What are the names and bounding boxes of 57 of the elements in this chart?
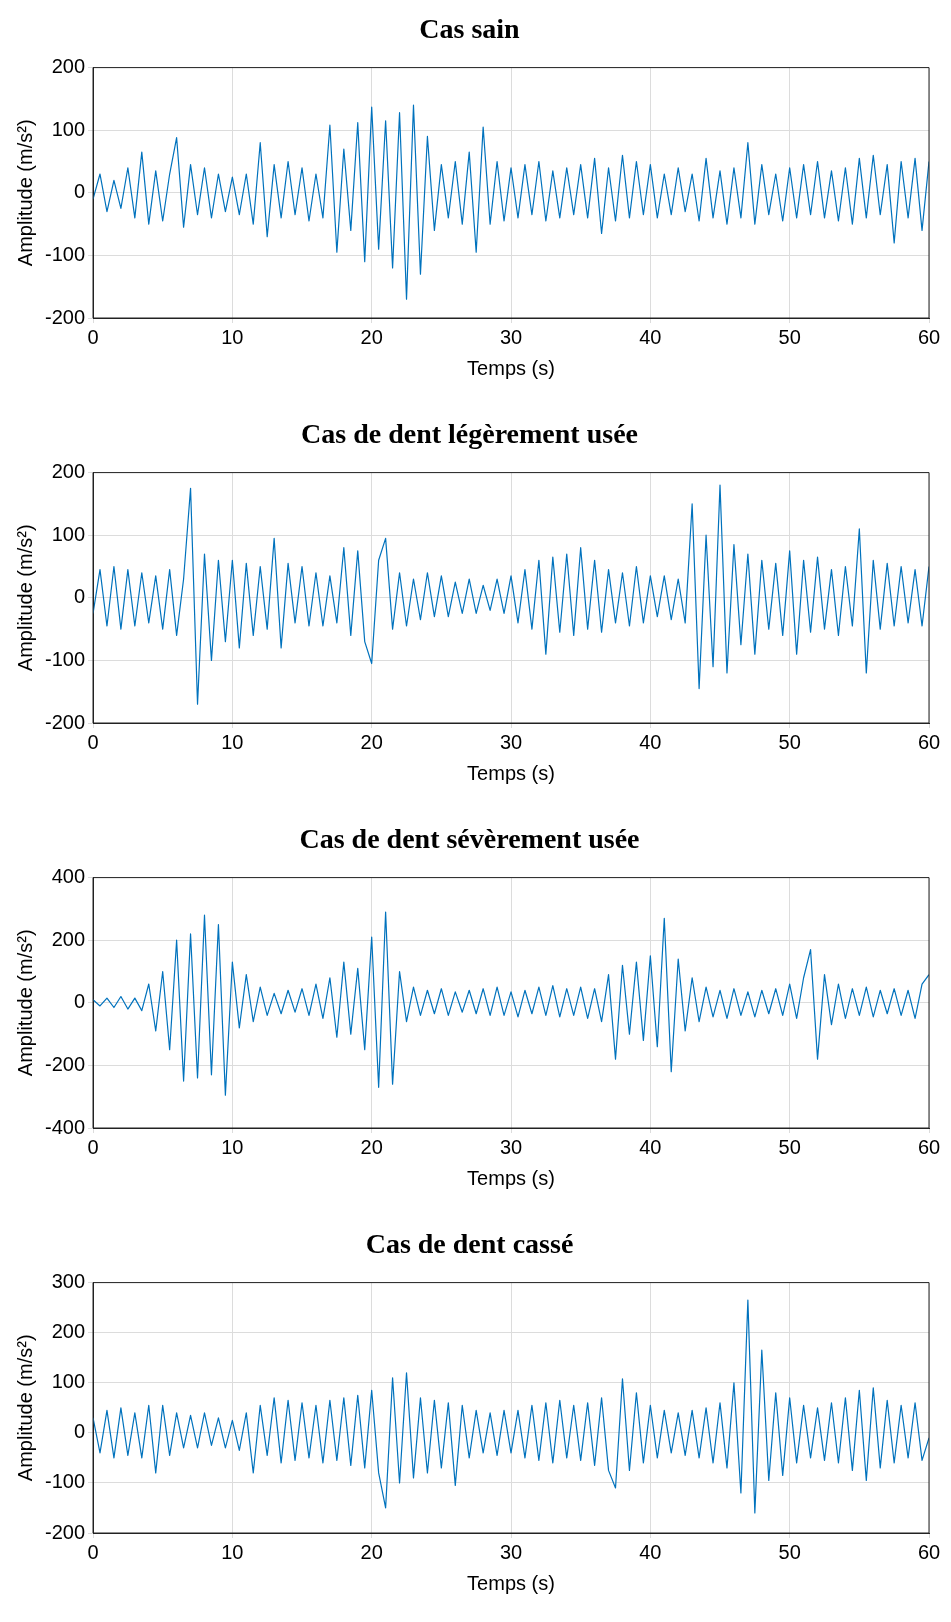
y-tick-label: 400	[51, 865, 86, 888]
y-tick-label: 0	[73, 990, 86, 1013]
y-tick-label: -100	[45, 1470, 86, 1493]
x-tick-label: 10	[221, 730, 244, 753]
y-tick-label: 200	[51, 927, 86, 950]
x-tick-label: 20	[360, 325, 383, 348]
x-tick-label: 40	[639, 1540, 662, 1563]
y-tick-label: 0	[73, 180, 86, 203]
x-tick-label: 50	[778, 325, 801, 348]
x-tick-label: 60	[917, 325, 941, 348]
y-tick-label: 100	[51, 522, 86, 545]
x-tick-label: 20	[360, 1540, 383, 1563]
y-tick-label: -200	[45, 305, 86, 328]
x-tick-label: 10	[221, 325, 244, 348]
y-tick-label: -400	[45, 1115, 86, 1138]
x-tick-label: 50	[778, 1135, 801, 1158]
chart-title: Cas sain	[419, 13, 521, 45]
x-tick-label: 30	[499, 1540, 523, 1563]
y-axis-title: Amplitude (m/s²)	[13, 524, 36, 672]
y-tick-label: 0	[73, 1420, 86, 1443]
x-tick-label: 40	[639, 325, 662, 348]
x-tick-label: 30	[499, 325, 523, 348]
y-tick-label: 200	[51, 55, 86, 78]
y-tick-label: 0	[73, 585, 86, 608]
x-tick-label: 50	[778, 730, 801, 753]
y-tick-label: -100	[45, 647, 86, 670]
y-tick-label: -100	[45, 242, 86, 265]
x-axis-title: Temps (s)	[467, 761, 555, 784]
x-tick-label: 10	[221, 1135, 244, 1158]
x-tick-label: 20	[360, 730, 383, 753]
x-tick-label: 30	[499, 730, 523, 753]
y-tick-label: -200	[45, 1052, 86, 1075]
x-tick-label: 50	[778, 1540, 801, 1563]
y-tick-label: 100	[51, 1370, 86, 1393]
x-tick-label: 10	[221, 1540, 244, 1563]
chart-title: Cas de dent légèrement usée	[301, 418, 638, 450]
y-tick-label: -200	[45, 710, 86, 733]
y-tick-label: 200	[51, 1320, 86, 1343]
y-axis-title: Amplitude (m/s²)	[13, 929, 36, 1077]
x-tick-label: 20	[360, 1135, 383, 1158]
chart-title: Cas de dent cassé	[365, 1228, 574, 1260]
x-tick-label: 30	[499, 1135, 523, 1158]
y-tick-label: 300	[51, 1270, 86, 1293]
chart-title: Cas de dent sévèrement usée	[299, 823, 640, 855]
y-axis-title: Amplitude (m/s²)	[13, 1334, 36, 1482]
y-tick-label: -200	[45, 1520, 86, 1543]
x-axis-title: Temps (s)	[467, 1571, 555, 1594]
y-tick-label: 100	[51, 117, 86, 140]
x-tick-label: 40	[639, 1135, 662, 1158]
y-tick-label: 200	[51, 460, 86, 483]
x-axis-title: Temps (s)	[467, 1166, 555, 1189]
x-tick-label: 60	[917, 1135, 941, 1158]
x-tick-label: 60	[917, 1540, 941, 1563]
x-tick-label: 60	[917, 730, 941, 753]
x-tick-label: 40	[639, 730, 662, 753]
y-axis-title: Amplitude (m/s²)	[13, 119, 36, 267]
x-axis-title: Temps (s)	[467, 356, 555, 379]
